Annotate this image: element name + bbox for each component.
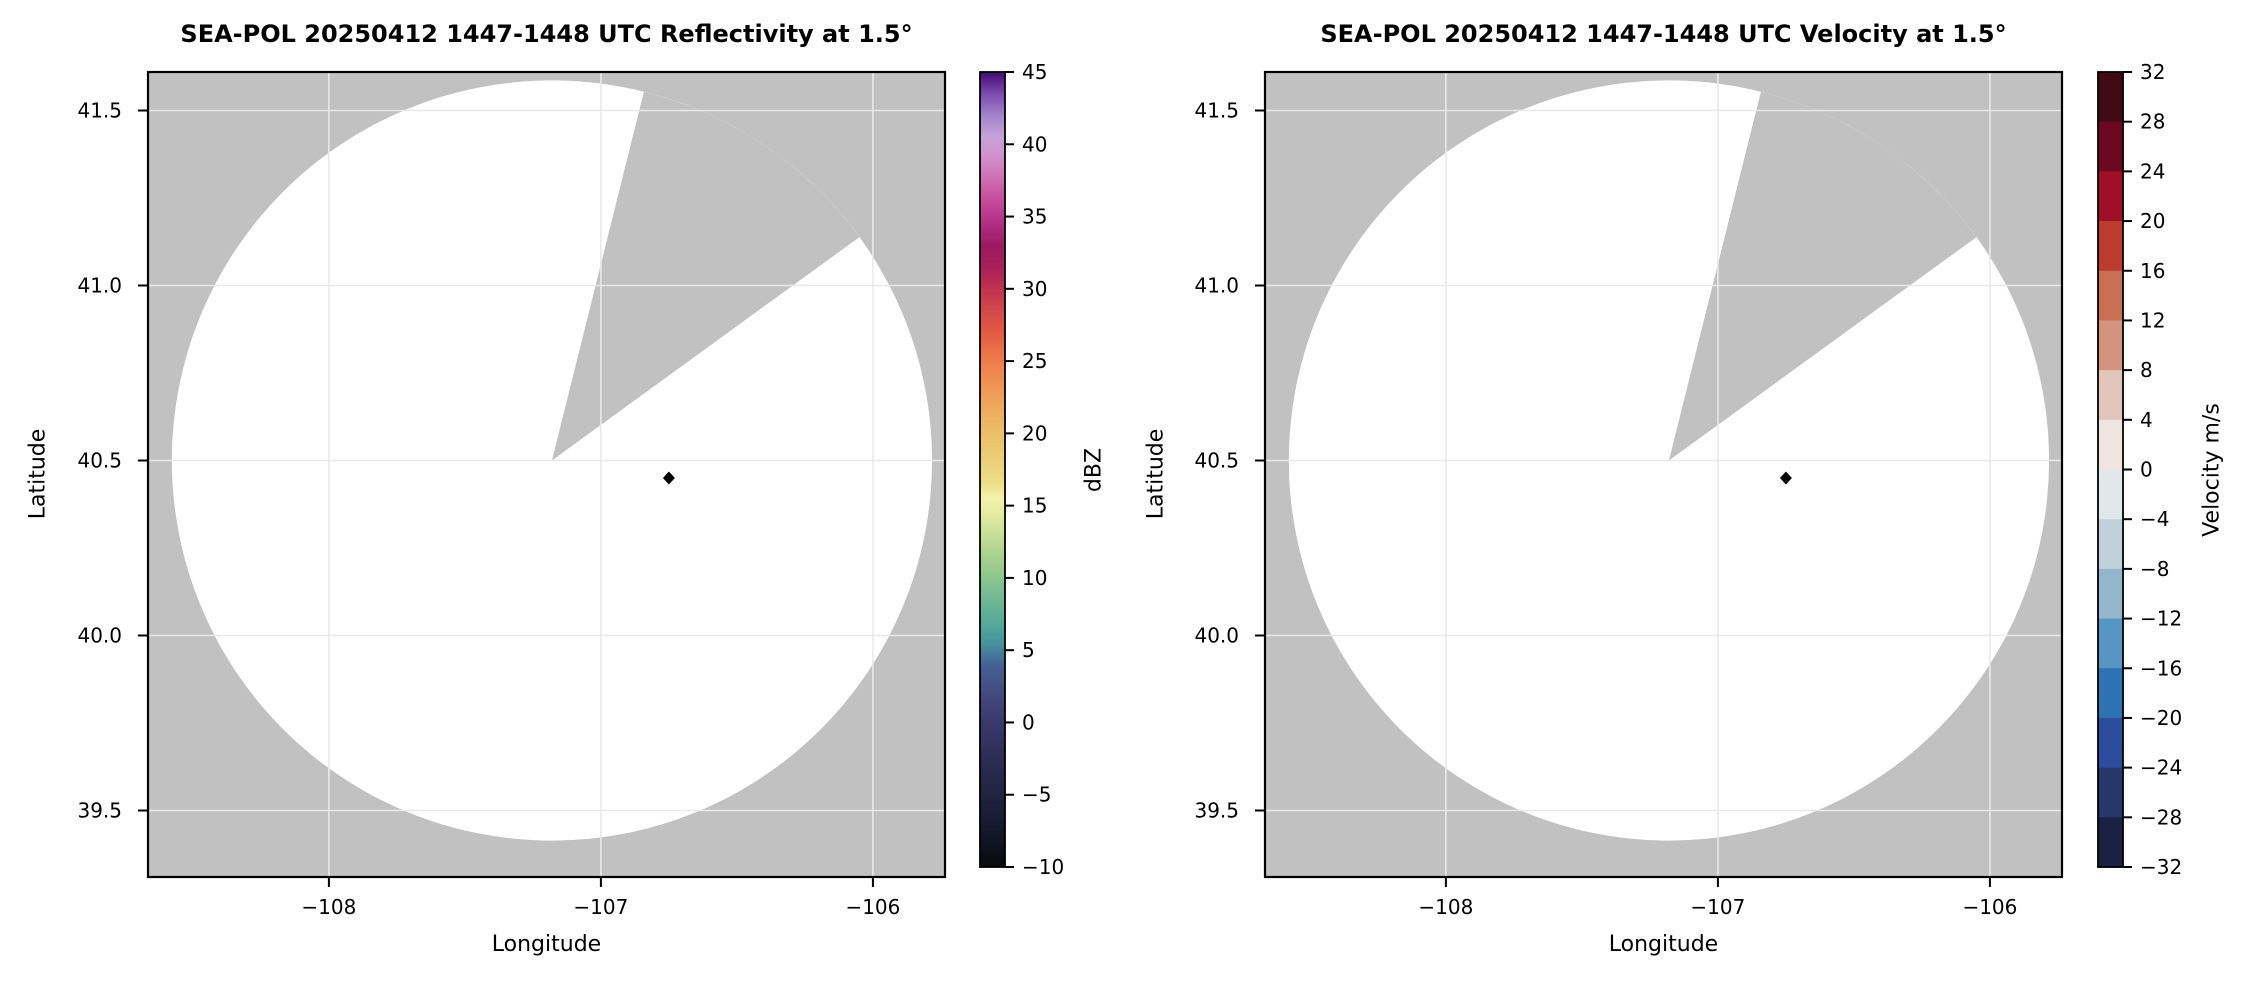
colorbar-tick-label: 10	[1022, 566, 1047, 590]
colorbar-tick-label: −24	[2140, 756, 2182, 780]
velocity-yaxis-label: Latitude	[1143, 428, 1169, 520]
radar-site-marker	[1779, 471, 1792, 485]
colorbar-tick-label: 24	[2140, 159, 2165, 183]
colorbar-tick-label: 45	[1022, 60, 1047, 84]
colorbar-band	[2098, 469, 2123, 520]
colorbar-tick-label: 12	[2140, 308, 2165, 332]
colorbar-tick-label: −16	[2140, 656, 2182, 680]
colorbar-tick-label: −12	[2140, 607, 2182, 631]
colorbar-tick-label: −5	[1022, 783, 1051, 807]
colorbar-tick-label: 8	[2140, 358, 2153, 382]
plot-border	[146, 70, 947, 879]
velocity-panel-title: SEA-POL 20250412 1447-1448 UTC Velocity …	[1320, 20, 2007, 48]
x-tick-label: −106	[845, 895, 900, 919]
colorbar-tick-label: −4	[2140, 507, 2169, 531]
missing-sector	[1668, 91, 1977, 461]
missing-sector	[551, 91, 860, 461]
colorbar-band	[2098, 370, 2123, 421]
plot-border	[1263, 70, 2064, 879]
y-tick-label: 40.5	[1194, 449, 1239, 473]
colorbar-tick-label: 4	[2140, 408, 2153, 432]
reflectivity-xaxis-label: Longitude	[491, 932, 602, 957]
y-tick-label: 40.0	[77, 624, 122, 648]
y-tick-label: 40.0	[1194, 624, 1239, 648]
reflectivity-panel: −108 −107 −106 39.5 40.0 40.5 41.0 41.5 45 40 35 30…	[77, 60, 1064, 919]
colorbar-band	[2098, 618, 2123, 669]
colorbar-tick-label: −10	[1022, 855, 1064, 879]
colorbar-band	[2098, 221, 2123, 272]
reflectivity-colorbar-label: dBZ	[1081, 447, 1107, 493]
colorbar-tick-label: 28	[2140, 110, 2165, 134]
colorbar-tick-label: 25	[1022, 349, 1047, 373]
colorbar-band	[2098, 320, 2123, 371]
colorbar-tick-label: 15	[1022, 494, 1047, 518]
colorbar-band	[2098, 817, 2123, 868]
radar-site-marker	[662, 471, 675, 485]
colorbar-tick-label: 20	[2140, 209, 2165, 233]
x-tick-label: −107	[573, 895, 628, 919]
colorbar-band	[2098, 568, 2123, 620]
colorbar-tick-label: 0	[1022, 710, 1035, 734]
colorbar-band	[2098, 270, 2123, 322]
velocity-xaxis-label: Longitude	[1608, 932, 1719, 957]
colorbar-band	[2098, 717, 2123, 769]
colorbar-tick-label: 32	[2140, 60, 2165, 84]
velocity-panel: −108 −107 −106 39.5 40.0 40.5 41.0 41.5 32 28 24 20…	[1194, 60, 2182, 919]
velocity-colorbar-label: Velocity m/s	[2199, 403, 2225, 537]
colorbar-band	[2098, 72, 2123, 123]
y-tick-label: 40.5	[77, 449, 122, 473]
colorbar-tick-label: 30	[1022, 277, 1047, 301]
colorbar-band	[2098, 668, 2123, 719]
colorbar-tick-label: −8	[2140, 557, 2169, 581]
colorbar-tick-label: 0	[2140, 458, 2153, 482]
colorbar-band	[2098, 767, 2123, 818]
x-tick-label: −108	[1418, 895, 1473, 919]
colorbar-tick-label: 20	[1022, 421, 1047, 445]
colorbar-band	[2098, 121, 2123, 172]
colorbar-tick-label: −28	[2140, 805, 2182, 829]
colorbar-band	[2098, 419, 2123, 471]
colorbar-band	[2098, 171, 2123, 222]
colorbar-tick-label: −20	[2140, 706, 2182, 730]
colorbar-tick-label: 40	[1022, 132, 1047, 156]
reflectivity-panel-title: SEA-POL 20250412 1447-1448 UTC Reflectiv…	[180, 20, 913, 48]
y-tick-label: 41.5	[1194, 99, 1239, 123]
y-tick-label: 39.5	[1194, 799, 1239, 823]
colorbar-gradient	[980, 72, 1005, 867]
x-tick-label: −106	[1962, 895, 2017, 919]
reflectivity-yaxis-label: Latitude	[25, 428, 51, 520]
colorbar-tick-label: 16	[2140, 259, 2165, 283]
colorbar-band	[2098, 519, 2123, 570]
colorbar-tick-label: 35	[1022, 205, 1047, 229]
y-tick-label: 41.0	[77, 274, 122, 298]
x-tick-label: −107	[1690, 895, 1745, 919]
y-tick-label: 39.5	[77, 799, 122, 823]
y-tick-label: 41.5	[77, 99, 122, 123]
y-tick-label: 41.0	[1194, 274, 1239, 298]
colorbar-border	[979, 71, 1006, 868]
colorbar-tick-label: −32	[2140, 855, 2182, 879]
x-tick-label: −108	[301, 895, 356, 919]
colorbar-tick-label: 5	[1022, 638, 1035, 662]
